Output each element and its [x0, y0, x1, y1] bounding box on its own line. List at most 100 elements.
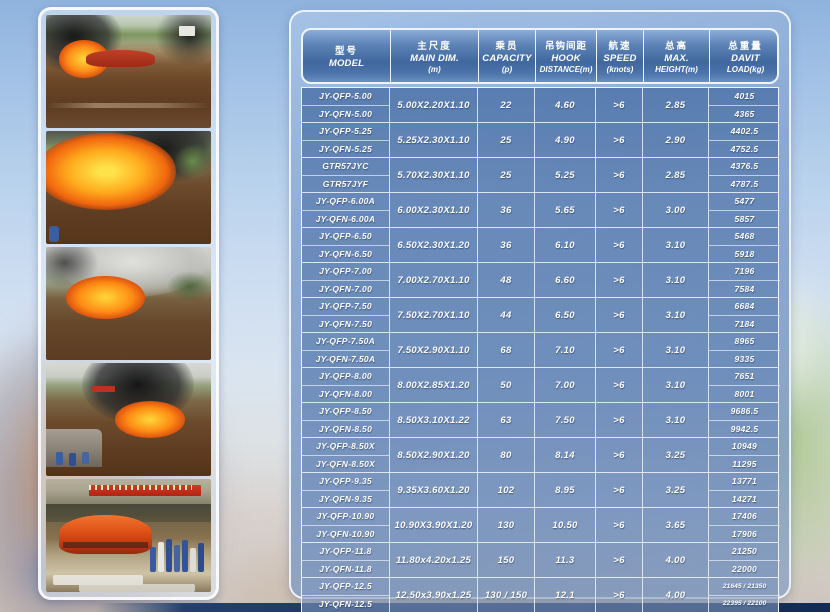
main-dim-cell: 6.00X2.30X1.10 [390, 193, 478, 227]
table-row: JY-QFP-8.50 JY-QFN-8.50 8.50X3.10X1.22 63 7.… [302, 403, 780, 438]
davit-load-value: 7184 [734, 318, 755, 329]
table-row: JY-QFP-12.5 JY-QFN-12.5 12.50x3.90x1.25 130… [302, 578, 780, 612]
fire-test-photo-2 [46, 131, 211, 244]
model-cell: JY-QFP-8.50 JY-QFN-8.50 [302, 403, 390, 437]
model-cell: JY-QFP-5.00 JY-QFN-5.00 [302, 88, 390, 122]
ground-streak [46, 103, 211, 108]
davit-load-value: 6684 [709, 298, 780, 316]
header-model: 型号 MODEL [303, 30, 391, 82]
davit-load-cell: 21645 / 21350 22395 / 22100 [709, 578, 780, 612]
hook-distance-cell: 7.10 [535, 333, 596, 367]
capacity-cell: 22 [478, 88, 535, 122]
davit-load-value: 9942.5 [730, 423, 759, 434]
person-figure [173, 544, 180, 572]
capacity-cell: 44 [478, 298, 535, 332]
spec-table: 型号 MODEL 主尺度 MAIN DIM. (m) 乘员 CAPACITY (… [301, 28, 780, 612]
max-height-cell: 2.85 [643, 158, 709, 192]
davit-load-value: 5857 [734, 213, 755, 224]
ground-sheet [52, 575, 144, 586]
model-name: JY-QFP-7.50 [302, 298, 389, 316]
davit-load-value: 5468 [709, 228, 780, 246]
fire-test-photo-5 [46, 479, 211, 592]
model-name: JY-QFP-8.50 [302, 403, 389, 421]
table-row: JY-QFP-11.8 JY-QFN-11.8 11.80x4.20x1.25 150… [302, 543, 780, 578]
fire-test-photo-3 [46, 247, 211, 360]
model-cell: JY-QFP-12.5 JY-QFN-12.5 [302, 578, 390, 612]
header-label: MODEL [328, 58, 365, 69]
model-cell: JY-QFP-7.00 JY-QFN-7.00 [302, 263, 390, 297]
main-dim-cell: 9.35X3.60X1.20 [390, 473, 478, 507]
davit-load-value: 8965 [709, 333, 780, 351]
fire-flames [65, 276, 145, 320]
max-height-cell: 3.25 [643, 438, 709, 472]
table-row: JY-QFP-8.50X JY-QFN-8.50X 8.50X2.90X1.20 80… [302, 438, 780, 473]
capacity-cell: 25 [478, 123, 535, 157]
person-figure [197, 543, 204, 572]
davit-load-value: 11295 [732, 458, 757, 469]
main-dim-cell: 8.50X2.90X1.20 [390, 438, 478, 472]
model-name: JY-QFN-9.35 [318, 493, 373, 504]
model-name: JY-QFN-6.00A [315, 213, 376, 224]
model-name: GTR57JYF [322, 178, 369, 189]
smoke-plume [154, 15, 211, 66]
davit-load-cell: 21250 22000 [709, 543, 780, 577]
davit-load-value: 13771 [709, 473, 780, 491]
person-figure [157, 542, 164, 572]
header-label: SPEED [603, 53, 637, 64]
model-cell: JY-QFP-5.25 JY-QFN-5.25 [302, 123, 390, 157]
model-cell: GTR57JYC GTR57JYF [302, 158, 390, 192]
header-label: 总重量 [728, 41, 763, 52]
speed-cell: >6 [596, 333, 643, 367]
speed-cell: >6 [596, 88, 643, 122]
table-row: JY-QFP-7.00 JY-QFN-7.00 7.00X2.70X1.10 48 6.… [302, 263, 780, 298]
test-crowd [149, 517, 209, 572]
header-label: MAIN DIM. [410, 53, 459, 64]
hook-distance-cell: 11.3 [535, 543, 596, 577]
header-label: DAVIT [731, 53, 760, 64]
header-label: HEIGHT(m) [655, 65, 698, 74]
davit-load-cell: 5468 5918 [709, 228, 780, 262]
model-name: JY-QFP-8.00 [302, 368, 389, 386]
max-height-cell: 3.10 [643, 403, 709, 437]
max-height-cell: 3.10 [643, 368, 709, 402]
person-figure [165, 539, 172, 572]
hook-distance-cell: 5.65 [535, 193, 596, 227]
distant-banner [92, 385, 116, 393]
main-dim-cell: 5.25X2.30X1.10 [390, 123, 478, 157]
davit-load-cell: 10949 11295 [709, 438, 780, 472]
davit-load-cell: 9686.5 9942.5 [709, 403, 780, 437]
speed-cell: >6 [596, 298, 643, 332]
max-height-cell: 4.00 [643, 543, 709, 577]
model-cell: JY-QFP-6.50 JY-QFN-6.50 [302, 228, 390, 262]
model-name: JY-QFN-8.50X [315, 458, 376, 469]
main-dim-cell: 5.00X2.20X1.10 [390, 88, 478, 122]
model-name: JY-QFP-10.90 [302, 508, 389, 526]
background-house [178, 26, 195, 37]
davit-load-cell: 4376.5 4787.5 [709, 158, 780, 192]
model-name: JY-QFN-10.90 [316, 528, 375, 539]
spec-panel: 型号 MODEL 主尺度 MAIN DIM. (m) 乘员 CAPACITY (… [289, 10, 791, 612]
capacity-cell: 63 [478, 403, 535, 437]
header-label: HOOK [551, 53, 581, 64]
davit-load-value: 4015 [709, 88, 780, 106]
main-dim-cell: 8.50X3.10X1.22 [390, 403, 478, 437]
model-name: JY-QFP-5.00 [302, 88, 389, 106]
model-cell: JY-QFP-9.35 JY-QFN-9.35 [302, 473, 390, 507]
fire-test-photo-1 [46, 15, 211, 128]
davit-load-cell: 7196 7584 [709, 263, 780, 297]
model-name: JY-QFN-8.50 [318, 423, 373, 434]
hook-distance-cell: 6.50 [535, 298, 596, 332]
model-cell: JY-QFP-11.8 JY-QFN-11.8 [302, 543, 390, 577]
hook-distance-cell: 8.14 [535, 438, 596, 472]
model-name: GTR57JYC [302, 158, 389, 176]
capacity-cell: 102 [478, 473, 535, 507]
main-dim-cell: 10.90X3.90X1.20 [390, 508, 478, 542]
model-name: JY-QFN-7.00 [318, 283, 373, 294]
person-figure [49, 225, 60, 242]
person-figure [55, 451, 63, 465]
main-dim-cell: 5.70X2.30X1.10 [390, 158, 478, 192]
davit-load-value: 14271 [731, 493, 758, 504]
speed-cell: >6 [596, 438, 643, 472]
model-name: JY-QFN-7.50A [315, 353, 376, 364]
table-row: JY-QFP-6.00A JY-QFN-6.00A 6.00X2.30X1.10 36… [302, 193, 780, 228]
